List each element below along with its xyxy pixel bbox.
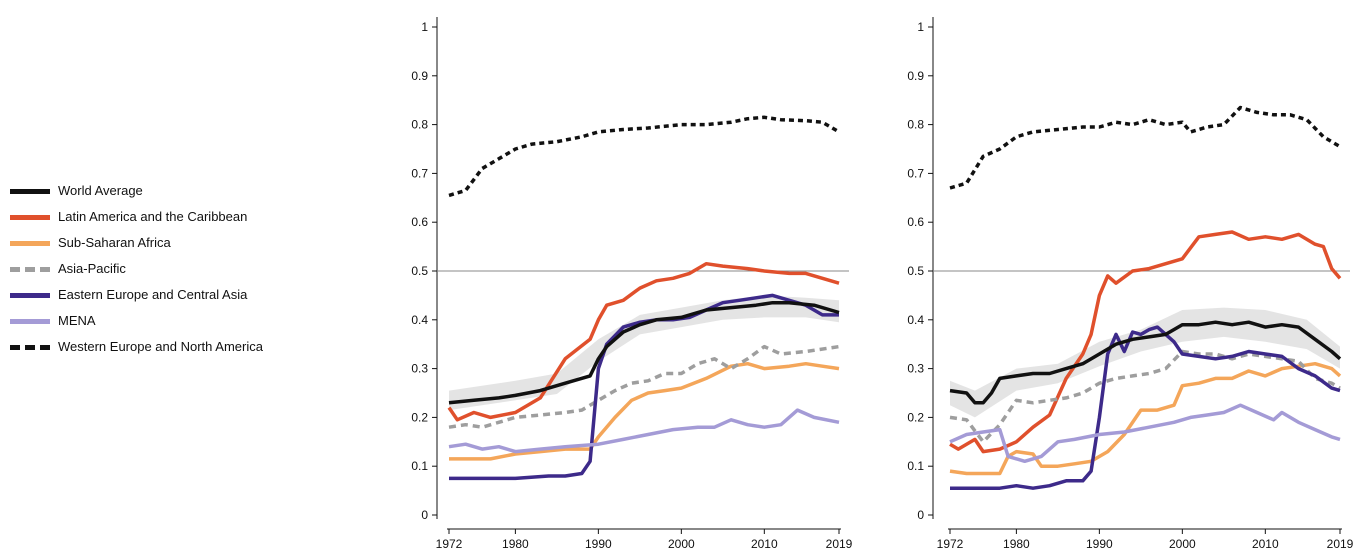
legend-label: MENA xyxy=(58,313,96,328)
legend-label: Western Europe and North America xyxy=(58,339,263,354)
series-line-latin-america-and-the-caribbean xyxy=(447,261,840,422)
x-tick-label: 2000 xyxy=(1169,537,1196,551)
legend-item: Asia-Pacific xyxy=(10,256,263,282)
legend-label: Sub-Saharan Africa xyxy=(58,235,171,250)
series-line-asia-pacific xyxy=(949,349,1341,444)
y-tick-label: 0.1 xyxy=(411,459,428,473)
legend-item: World Average xyxy=(10,178,263,204)
y-tick-label: 0.2 xyxy=(907,410,924,424)
legend-swatch xyxy=(10,292,50,298)
y-tick-label: 0.8 xyxy=(907,118,924,132)
series-line-sub-saharan-africa xyxy=(949,361,1342,476)
y-tick-label: 0.9 xyxy=(411,69,428,83)
legend-swatch xyxy=(10,266,50,272)
y-tick-label: 0.9 xyxy=(907,69,924,83)
y-tick-label: 1 xyxy=(917,20,924,34)
legend-swatch xyxy=(10,318,50,324)
y-tick-label: 0.7 xyxy=(907,166,924,180)
legend-item: Western Europe and North America xyxy=(10,334,263,360)
y-tick-label: 0.5 xyxy=(411,264,428,278)
y-tick-label: 0.4 xyxy=(907,313,924,327)
legend-label: Latin America and the Caribbean xyxy=(58,209,248,224)
series-line-world-average xyxy=(448,300,840,405)
series-line-eastern-europe-and-central-asia xyxy=(950,325,1341,490)
series-line-mena xyxy=(949,403,1341,464)
series-line-latin-america-and-the-caribbean xyxy=(949,230,1342,454)
chart-panel: 0 0.1 0.2 0.3 0.4 0.5 0.6 0.7 0.8 0.9 1 1972 1980 199… xyxy=(907,17,1354,551)
y-tick-label: 0.2 xyxy=(411,410,428,424)
series-line-western-europe-and-north-america xyxy=(448,115,840,198)
series-line-sub-saharan-africa xyxy=(449,361,840,461)
y-tick-label: 0.5 xyxy=(907,264,924,278)
legend-swatch xyxy=(10,240,50,246)
series-line-western-europe-and-north-america xyxy=(949,105,1341,190)
y-tick-label: 0.7 xyxy=(411,166,428,180)
legend-item: Latin America and the Caribbean xyxy=(10,204,263,230)
y-tick-label: 0.6 xyxy=(411,215,428,229)
series-line-mena xyxy=(448,408,840,454)
x-tick-label: 2010 xyxy=(1252,537,1279,551)
legend-item: Sub-Saharan Africa xyxy=(10,230,263,256)
y-tick-label: 0 xyxy=(421,508,428,522)
y-tick-label: 0.3 xyxy=(411,362,428,376)
x-tick-label: 2010 xyxy=(751,537,778,551)
series-line-world-average xyxy=(949,320,1342,405)
y-tick-label: 0.4 xyxy=(411,313,428,327)
x-tick-label: 1972 xyxy=(937,537,964,551)
series-line-asia-pacific xyxy=(448,344,840,429)
y-tick-label: 0 xyxy=(917,508,924,522)
x-tick-label: 2019 xyxy=(1327,537,1354,551)
legend-item: MENA xyxy=(10,308,263,334)
legend-swatch xyxy=(10,344,50,350)
y-tick-label: 1 xyxy=(421,20,428,34)
legend-item: Eastern Europe and Central Asia xyxy=(10,282,263,308)
y-tick-label: 0.1 xyxy=(907,459,924,473)
x-tick-label: 2019 xyxy=(826,537,853,551)
y-tick-label: 0.3 xyxy=(907,362,924,376)
legend-swatch xyxy=(10,214,50,220)
x-tick-label: 1972 xyxy=(436,537,463,551)
world-average-band xyxy=(449,295,839,411)
legend-label: Eastern Europe and Central Asia xyxy=(58,287,248,302)
x-tick-label: 2000 xyxy=(668,537,695,551)
legend-label: World Average xyxy=(58,183,143,198)
y-tick-label: 0.8 xyxy=(411,118,428,132)
legend: World Average Latin America and the Carib… xyxy=(10,178,263,360)
world-average-band xyxy=(950,307,1340,418)
x-tick-label: 1990 xyxy=(585,537,612,551)
y-tick-label: 0.6 xyxy=(907,215,924,229)
chart-panel: 0 0.1 0.2 0.3 0.4 0.5 0.6 0.7 0.8 0.9 1 1972 1980 199… xyxy=(411,17,853,551)
x-tick-label: 1980 xyxy=(1003,537,1030,551)
x-tick-label: 1990 xyxy=(1086,537,1113,551)
legend-label: Asia-Pacific xyxy=(58,261,126,276)
legend-swatch xyxy=(10,188,50,194)
x-tick-label: 1980 xyxy=(502,537,529,551)
